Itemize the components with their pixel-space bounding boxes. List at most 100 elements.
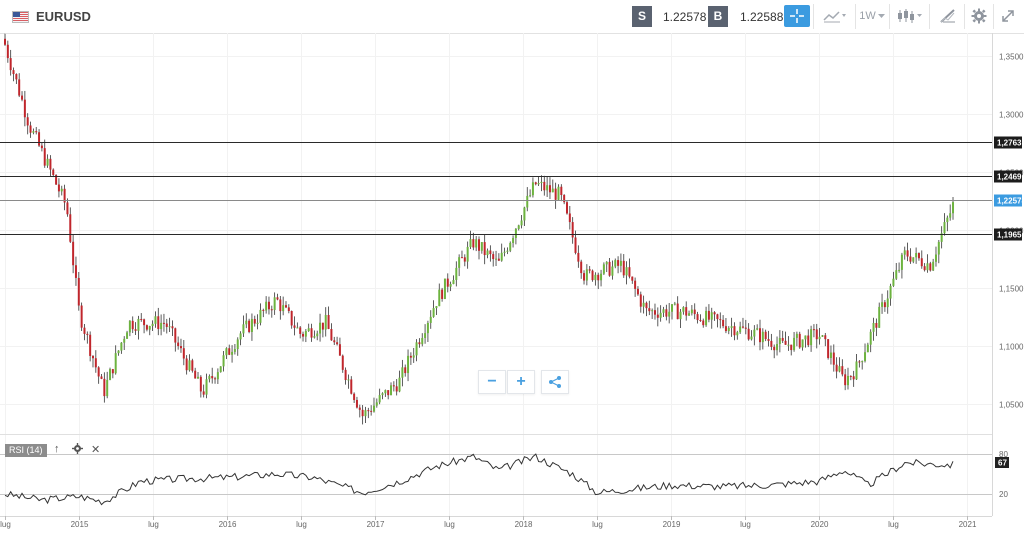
candle-body	[390, 385, 393, 396]
price-chart[interactable]: 1,05001,10001,15001,20001,25001,30001,35…	[0, 33, 1024, 534]
candle-body	[605, 261, 608, 265]
price-level-badge	[994, 228, 1022, 241]
current-price-badge	[994, 194, 1022, 207]
candle-body	[160, 322, 163, 330]
candle-body	[739, 326, 742, 333]
candle-body	[690, 309, 693, 314]
candle-body	[614, 260, 617, 267]
candle-body	[188, 360, 191, 371]
candle-body	[543, 181, 546, 191]
share-button[interactable]	[541, 370, 569, 394]
candle-body	[849, 375, 852, 377]
price-levels[interactable]: 1,2763 1,2469 1,22578 1,1965	[0, 136, 1024, 241]
chart-type-button[interactable]	[818, 5, 852, 27]
candle-body	[302, 333, 305, 337]
candle-body	[730, 326, 733, 328]
candle-body	[208, 376, 211, 380]
candle-body	[577, 252, 580, 262]
candle-body	[458, 257, 461, 268]
candle-body	[869, 331, 872, 345]
candle-body	[233, 349, 236, 352]
candle-body	[267, 301, 270, 310]
candle-body	[307, 328, 310, 332]
move-up-icon[interactable]: ↑	[54, 443, 60, 455]
candle-body	[80, 305, 83, 328]
candle-body	[355, 399, 358, 408]
price-tick-label: 1,3000	[999, 111, 1024, 120]
candle-body	[29, 125, 32, 133]
time-tick-label: 2021	[959, 520, 977, 529]
time-tick-label: lug	[148, 520, 159, 529]
price-tick-label: 1,0500	[999, 401, 1024, 410]
candle-body	[250, 318, 253, 332]
settings-button[interactable]	[968, 5, 990, 27]
candle-body	[753, 329, 756, 337]
candle-body	[812, 329, 815, 331]
candle-body	[844, 374, 847, 386]
candle-body	[109, 369, 112, 380]
share-icon	[549, 376, 561, 388]
candle-body	[625, 267, 628, 276]
close-icon[interactable]: ✕	[91, 444, 101, 456]
zoom-out-button[interactable]: −	[478, 370, 506, 394]
time-tick-label: lug	[888, 520, 899, 529]
candle-body	[526, 195, 529, 208]
candle-body	[327, 314, 330, 330]
candle-body	[705, 310, 708, 326]
candle-body	[898, 269, 901, 271]
candle-body	[378, 395, 381, 403]
candle-body	[600, 273, 603, 281]
candle-body	[710, 312, 713, 320]
candle-body	[384, 390, 387, 394]
expand-button[interactable]	[998, 5, 1018, 27]
candle-body	[137, 318, 140, 331]
candle-body	[642, 302, 645, 307]
rsi-settings-button[interactable]	[72, 443, 83, 457]
candle-body	[407, 355, 410, 374]
candle-body	[35, 131, 38, 133]
candle-body	[429, 316, 432, 323]
candle-body	[639, 294, 642, 307]
candle-body	[693, 309, 696, 315]
crosshair-button[interactable]	[784, 5, 810, 27]
candle-body	[57, 184, 60, 192]
candle-body	[886, 298, 889, 308]
candle-body	[895, 270, 898, 279]
candle-body	[634, 280, 637, 289]
candle-body	[466, 246, 469, 262]
candle-body	[242, 324, 245, 334]
candle-body	[347, 379, 350, 381]
candle-body	[934, 254, 937, 262]
candle-body	[375, 402, 378, 406]
candle-body	[446, 278, 449, 287]
zoom-in-button[interactable]: +	[507, 370, 535, 394]
candle-body	[688, 313, 691, 316]
candle-body	[679, 311, 682, 320]
candle-body	[827, 339, 830, 359]
candle-body	[424, 333, 427, 338]
candle-body	[756, 328, 759, 330]
candle-body	[21, 95, 24, 100]
buy-button[interactable]: B	[708, 6, 728, 27]
candle-body	[764, 331, 767, 340]
candle-body	[495, 258, 498, 260]
candle-body	[32, 131, 35, 133]
candle-body	[140, 318, 143, 320]
candle-body	[333, 340, 336, 343]
candle-body	[83, 327, 86, 334]
candle-body	[810, 329, 813, 346]
candle-body	[74, 265, 77, 278]
candle-body	[608, 261, 611, 276]
time-tick-label: 2020	[811, 520, 829, 529]
candle-body	[330, 329, 333, 341]
candle-body	[157, 316, 160, 330]
candle-body	[790, 344, 793, 351]
rsi-indicator-label[interactable]: RSI (14)	[5, 444, 47, 457]
candle-body	[719, 319, 722, 321]
sell-button[interactable]: S	[632, 6, 652, 27]
timeframe-selector[interactable]: 1W	[858, 5, 886, 27]
candle-body	[426, 322, 429, 334]
draw-tools-button[interactable]	[935, 5, 961, 27]
candle-style-button[interactable]	[894, 5, 926, 27]
candle-body	[143, 319, 146, 326]
